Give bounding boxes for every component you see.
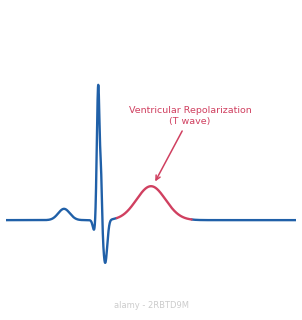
Text: alamy - 2RBTD9M: alamy - 2RBTD9M: [114, 301, 188, 310]
Text: Ventricular Repolarization
(T wave): Ventricular Repolarization (T wave): [129, 106, 252, 180]
Text: Ventricular Repolarization: Ventricular Repolarization: [43, 12, 259, 28]
